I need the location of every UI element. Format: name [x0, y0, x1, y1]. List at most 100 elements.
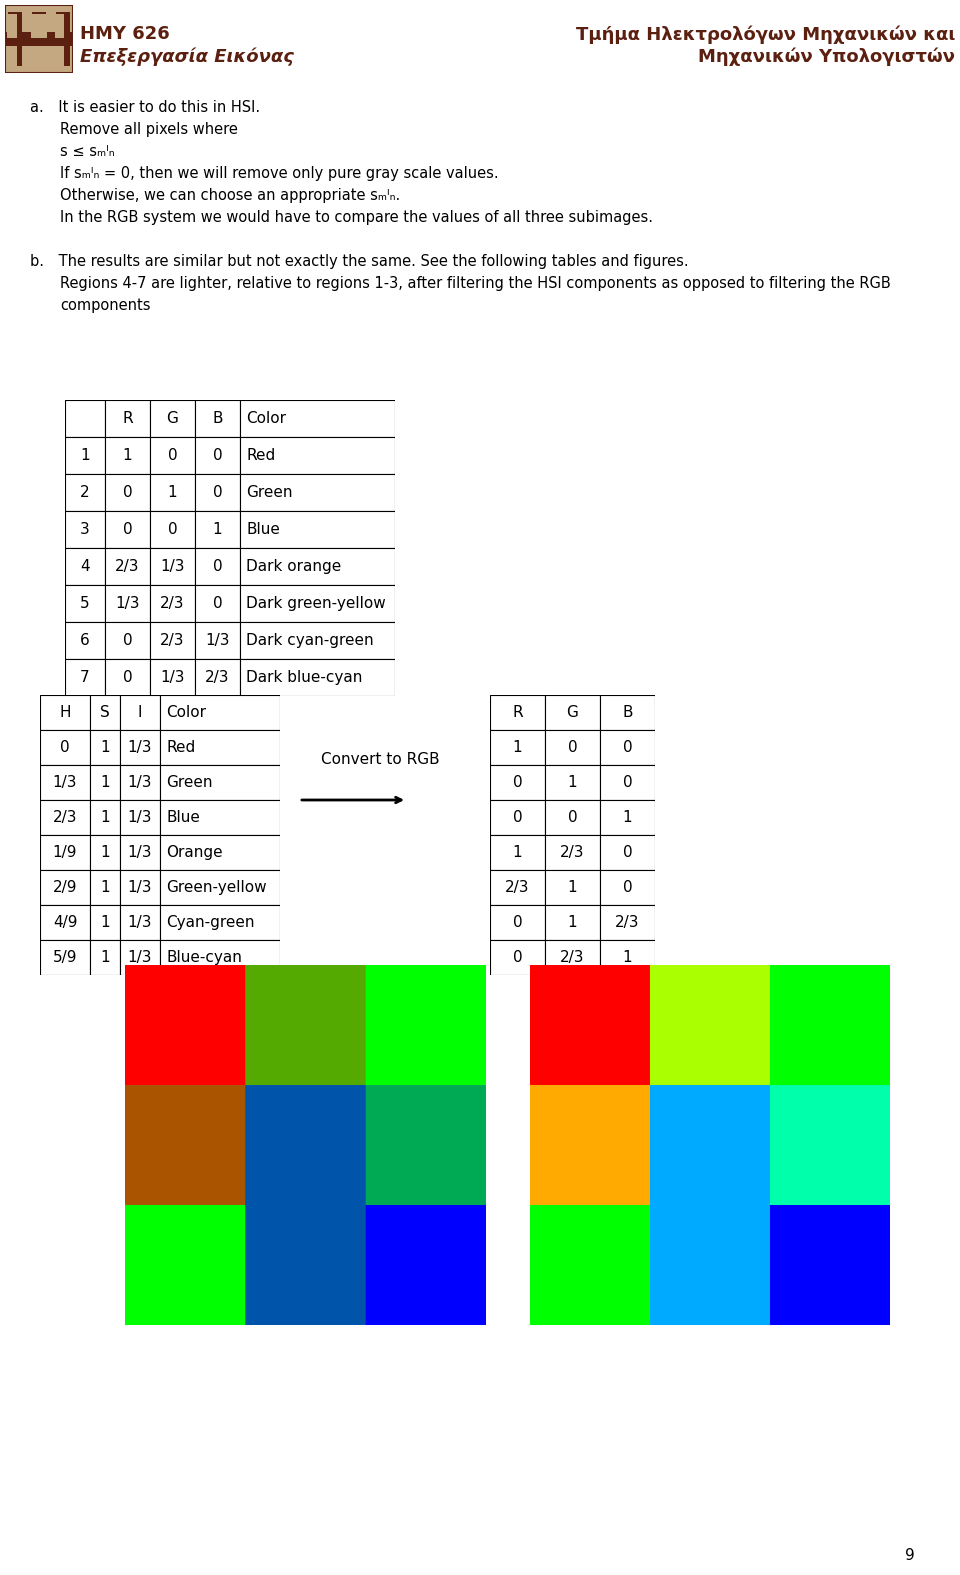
Bar — [120, 835, 160, 869]
Bar — [40, 800, 90, 835]
Text: 1/9: 1/9 — [53, 846, 77, 860]
Bar — [105, 584, 150, 622]
Text: Regions 4-7 are lighter, relative to regions 1-3, after filtering the HSI compon: Regions 4-7 are lighter, relative to reg… — [60, 276, 891, 291]
Text: R: R — [122, 411, 132, 425]
Text: 1/3: 1/3 — [128, 846, 153, 860]
Bar — [90, 729, 120, 765]
Text: 0: 0 — [213, 595, 223, 611]
Bar — [90, 869, 120, 906]
Bar — [150, 658, 195, 696]
Bar — [150, 510, 195, 548]
Bar — [160, 869, 280, 906]
Text: 1: 1 — [567, 880, 577, 895]
Bar — [545, 695, 600, 729]
Bar — [7, 14, 16, 38]
Bar — [545, 729, 600, 765]
Bar — [240, 474, 395, 510]
Text: 1/3: 1/3 — [115, 595, 140, 611]
Bar — [120, 765, 160, 800]
Bar — [150, 436, 195, 474]
Text: Τμήμα Ηλεκτρολόγων Μηχανικών και: Τμήμα Ηλεκτρολόγων Μηχανικών και — [576, 25, 955, 44]
Text: 0: 0 — [123, 633, 132, 647]
Text: I: I — [137, 706, 142, 720]
Text: 6: 6 — [80, 633, 90, 647]
Text: Green-yellow: Green-yellow — [166, 880, 267, 895]
Bar — [600, 765, 655, 800]
Text: 2/3: 2/3 — [505, 880, 530, 895]
Text: 1: 1 — [513, 740, 522, 754]
Bar — [40, 729, 90, 765]
Bar — [65, 622, 105, 658]
Text: 0: 0 — [213, 559, 223, 573]
Text: 1: 1 — [100, 880, 109, 895]
Bar — [120, 729, 160, 765]
Text: 2/3: 2/3 — [160, 633, 184, 647]
Text: HMY 626: HMY 626 — [80, 25, 170, 43]
Bar — [195, 510, 240, 548]
Text: 1: 1 — [567, 775, 577, 791]
Bar — [160, 729, 280, 765]
Text: 1/3: 1/3 — [160, 559, 184, 573]
Text: 0: 0 — [123, 669, 132, 685]
Text: Επεξεργασία Εικόνας: Επεξεργασία Εικόνας — [80, 47, 294, 66]
Bar — [65, 400, 105, 436]
Bar — [150, 548, 195, 584]
Bar — [240, 400, 395, 436]
Bar — [31, 14, 47, 38]
Bar — [55, 14, 64, 38]
Bar — [240, 658, 395, 696]
Text: H: H — [60, 706, 71, 720]
Text: 4/9: 4/9 — [53, 915, 77, 929]
Text: B: B — [622, 706, 633, 720]
Text: 1: 1 — [81, 447, 90, 463]
Text: 2: 2 — [81, 485, 90, 499]
Bar — [65, 510, 105, 548]
Bar — [160, 695, 280, 729]
Bar — [55, 46, 64, 66]
Text: 5/9: 5/9 — [53, 950, 77, 965]
Bar — [490, 800, 545, 835]
Bar — [160, 906, 280, 940]
Bar — [105, 658, 150, 696]
Bar — [600, 695, 655, 729]
Text: 1/3: 1/3 — [128, 880, 153, 895]
Bar — [105, 436, 150, 474]
Bar — [56, 11, 70, 66]
Bar — [150, 584, 195, 622]
Text: 2/3: 2/3 — [160, 595, 184, 611]
Text: Green: Green — [246, 485, 293, 499]
Text: Red: Red — [166, 740, 195, 754]
Text: G: G — [566, 706, 579, 720]
Bar — [160, 765, 280, 800]
Text: 5: 5 — [81, 595, 90, 611]
Text: 1: 1 — [123, 447, 132, 463]
Text: Remove all pixels where: Remove all pixels where — [60, 121, 238, 137]
Bar — [160, 940, 280, 975]
Bar — [545, 940, 600, 975]
Bar — [195, 400, 240, 436]
Bar — [240, 584, 395, 622]
Bar — [9, 11, 22, 66]
Text: s ≤ sₘᴵₙ: s ≤ sₘᴵₙ — [60, 143, 114, 159]
Bar — [490, 906, 545, 940]
Text: B: B — [212, 411, 223, 425]
Bar — [490, 695, 545, 729]
Text: 0: 0 — [623, 740, 633, 754]
Bar — [5, 32, 73, 46]
Bar — [490, 869, 545, 906]
Text: Green: Green — [166, 775, 212, 791]
Text: b. The results are similar but not exactly the same. See the following tables an: b. The results are similar but not exact… — [30, 254, 688, 269]
Text: 0: 0 — [60, 740, 70, 754]
Text: G: G — [167, 411, 179, 425]
Bar — [160, 800, 280, 835]
Bar — [150, 474, 195, 510]
Bar — [120, 869, 160, 906]
Bar — [105, 400, 150, 436]
Bar — [160, 835, 280, 869]
Bar — [120, 940, 160, 975]
Text: 1: 1 — [513, 846, 522, 860]
Text: If sₘᴵₙ = 0, then we will remove only pure gray scale values.: If sₘᴵₙ = 0, then we will remove only pu… — [60, 165, 498, 181]
Text: 0: 0 — [513, 915, 522, 929]
Text: 2/3: 2/3 — [115, 559, 140, 573]
Text: 1: 1 — [100, 915, 109, 929]
